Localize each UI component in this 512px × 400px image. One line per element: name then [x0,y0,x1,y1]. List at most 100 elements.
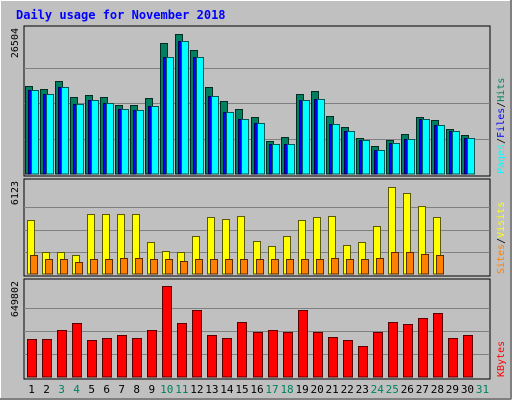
bar-sites-day-27 [421,254,429,275]
bar-pages-day-2 [46,94,54,175]
x-tick-label: 3 [58,383,65,396]
bar-sites-day-25 [391,252,399,275]
bar-kbytes-day-19 [298,310,308,378]
x-tick-label: 5 [88,383,95,396]
x-tick-label: 28 [431,383,444,396]
bar-kbytes-day-20 [313,332,323,378]
x-tick-label: 23 [356,383,369,396]
x-tick-label: 12 [190,383,203,396]
bar-sites-day-5 [90,259,98,275]
x-tick-label: 11 [175,383,188,396]
chart-title: Daily usage for November 2018 [16,8,226,22]
series-sites [30,252,444,275]
panel-legend: Sites/Visits [496,202,507,274]
bar-sites-day-22 [346,259,354,275]
bar-kbytes-day-3 [57,330,67,378]
bar-pages-day-25 [392,143,400,175]
x-axis: 1 2 3 4 5 6 7 8 9 10 11 12 13 14 15 16 17 18 19 20 21 22 23 24 2… [28,383,489,396]
bar-pages-day-20 [317,99,325,175]
panel-max-label: 649802 [10,281,21,317]
bar-sites-day-7 [120,258,128,275]
bar-kbytes-day-27 [418,318,428,378]
bar-pages-day-14 [226,112,234,175]
legend-label-sites: Sites [496,244,507,274]
bar-kbytes-day-14 [222,338,232,378]
bar-pages-day-1 [31,90,39,175]
legend-separator: / [496,238,507,244]
bar-pages-day-29 [452,131,460,175]
bar-sites-day-20 [316,259,324,275]
x-tick-label: 4 [73,383,80,396]
x-tick-label: 18 [280,383,293,396]
x-tick-label: 16 [250,383,263,396]
x-tick-label: 17 [265,383,278,396]
x-tick-label: 10 [160,383,173,396]
legend-label-files: Files [496,108,507,138]
bar-kbytes-day-11 [177,323,187,378]
x-tick-label: 29 [446,383,459,396]
bar-sites-day-6 [105,259,113,275]
bar-sites-day-16 [256,259,264,275]
bar-pages-day-28 [437,125,445,175]
x-tick-label: 8 [133,383,140,396]
bar-kbytes-day-24 [373,332,383,378]
bar-sites-day-10 [165,259,173,275]
bar-pages-day-15 [241,119,249,175]
bar-sites-day-13 [210,259,218,275]
x-tick-label: 25 [386,383,399,396]
bar-kbytes-day-4 [72,323,82,378]
bar-kbytes-day-26 [403,324,413,378]
bar-pages-day-26 [407,139,415,175]
x-tick-label: 1 [28,383,35,396]
bar-kbytes-day-16 [253,332,263,378]
panel-legend: KBytes [496,341,507,377]
bar-pages-day-16 [257,123,265,175]
bar-sites-day-11 [180,261,188,275]
x-tick-label: 2 [43,383,50,396]
bar-sites-day-17 [271,259,279,275]
bar-sites-day-4 [75,262,83,275]
bar-kbytes-day-9 [147,330,157,378]
legend-label-hits: Hits [496,78,507,102]
bar-kbytes-day-7 [117,335,127,378]
bar-kbytes-day-21 [328,337,338,378]
legend-separator: / [496,102,507,108]
bar-pages-day-27 [422,119,430,175]
bar-kbytes-day-29 [448,338,458,378]
x-tick-label: 30 [461,383,474,396]
bar-kbytes-day-17 [268,330,278,378]
panel-max-label: 6123 [10,181,21,205]
bar-sites-day-8 [135,258,143,275]
bar-pages-day-17 [272,144,280,175]
bar-kbytes-day-13 [207,335,217,378]
legend-label-kbytes: KBytes [496,341,507,377]
bar-sites-day-14 [225,259,233,275]
bar-pages-day-18 [287,144,295,175]
x-tick-label: 27 [416,383,429,396]
bar-kbytes-day-12 [192,310,202,378]
bar-sites-day-15 [240,259,248,275]
bar-pages-day-3 [61,87,69,175]
panel-max-label: 26504 [10,28,21,58]
x-tick-label: 13 [205,383,218,396]
bar-pages-day-7 [121,109,129,175]
bar-kbytes-day-18 [283,332,293,378]
panel-kbytes: 649802 KBytes [10,278,507,380]
bar-kbytes-day-23 [358,346,368,378]
bar-sites-day-23 [361,259,369,275]
series-kbytes [27,286,473,378]
bar-pages-day-30 [467,138,475,175]
x-tick-label: 24 [371,383,385,396]
bar-pages-day-19 [302,100,310,175]
x-tick-label: 21 [326,383,339,396]
bar-sites-day-12 [195,259,203,275]
bar-pages-day-21 [332,124,340,175]
x-tick-label: 6 [103,383,110,396]
series-pages [31,41,475,175]
x-tick-label: 19 [295,383,308,396]
bar-kbytes-day-28 [433,313,443,378]
bar-sites-day-9 [150,259,158,275]
x-tick-label: 20 [311,383,324,396]
bar-sites-day-21 [331,258,339,275]
